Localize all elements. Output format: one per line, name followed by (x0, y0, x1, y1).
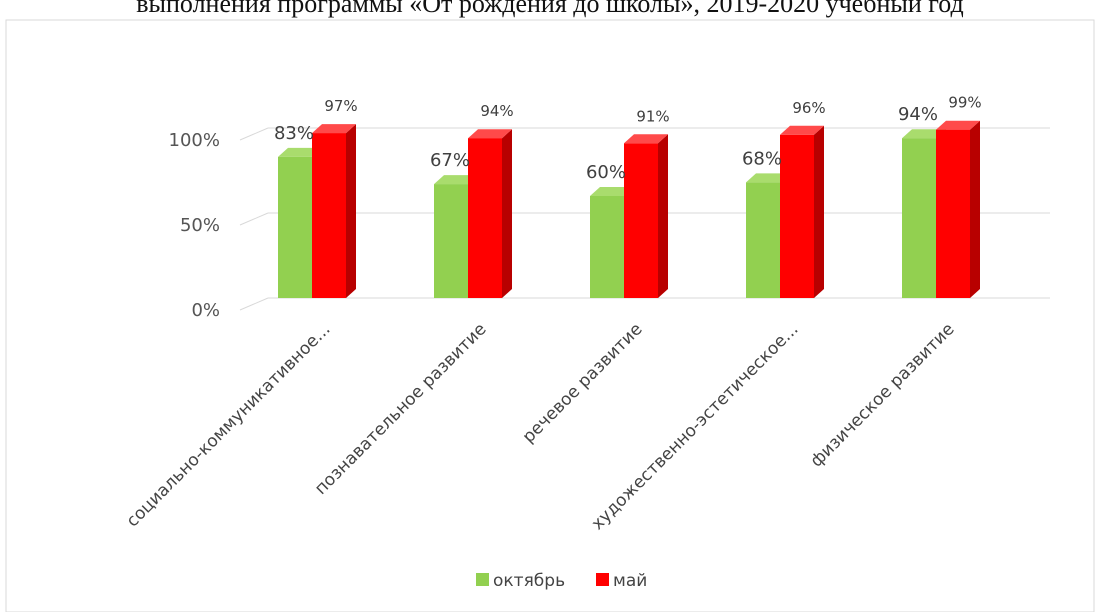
gridline-diagonal (239, 297, 269, 311)
data-label: 94% (898, 104, 938, 125)
bar (434, 184, 468, 298)
bar-top (278, 147, 322, 157)
bar-top (468, 129, 512, 139)
bar (902, 138, 936, 298)
data-label: 99% (948, 94, 981, 112)
y-axis-ticks: 0% 50% 100% (169, 130, 220, 321)
bar-side (502, 129, 512, 298)
bar (624, 143, 658, 298)
bar (590, 196, 624, 298)
bar-side (346, 124, 356, 298)
bars (278, 120, 980, 298)
bar-top (312, 124, 356, 134)
bar-top (746, 173, 790, 183)
y-tick-label: 0% (191, 300, 220, 321)
bar (278, 156, 312, 298)
data-label: 91% (636, 107, 669, 125)
legend-swatch (476, 573, 489, 586)
bar-top (780, 125, 824, 135)
legend-label: май (613, 571, 647, 591)
legend-label: октябрь (493, 571, 565, 591)
legend: октябрь май (476, 571, 647, 591)
chart-title: выполнения программы «От рождения до шко… (136, 0, 964, 18)
bar (746, 182, 780, 298)
gridline-diagonal (239, 212, 269, 226)
bar-top (624, 134, 668, 144)
data-labels: 83% 97% 67% 94% 60% 91% 68% 96% 94% 99% (274, 94, 982, 183)
bar (468, 138, 502, 298)
bar-top (902, 129, 946, 139)
bar-side (658, 134, 668, 298)
data-label: 96% (792, 99, 825, 117)
bar-top (936, 120, 980, 130)
data-label: 97% (324, 97, 357, 115)
bar (312, 133, 346, 298)
data-label: 83% (274, 123, 314, 144)
y-tick-label: 100% (169, 130, 220, 151)
bar-side (814, 125, 824, 298)
data-label: 68% (742, 148, 782, 169)
data-label: 67% (430, 150, 470, 171)
bar-top (434, 175, 478, 185)
legend-swatch (596, 573, 609, 586)
bar (936, 129, 970, 298)
bar-side (970, 120, 980, 298)
bar-top (590, 187, 634, 196)
bar (780, 134, 814, 298)
chart-frame (5, 19, 1095, 612)
gridline-diagonal (239, 127, 269, 141)
y-tick-label: 50% (180, 215, 220, 236)
data-label: 94% (480, 102, 513, 120)
data-label: 60% (586, 162, 626, 183)
